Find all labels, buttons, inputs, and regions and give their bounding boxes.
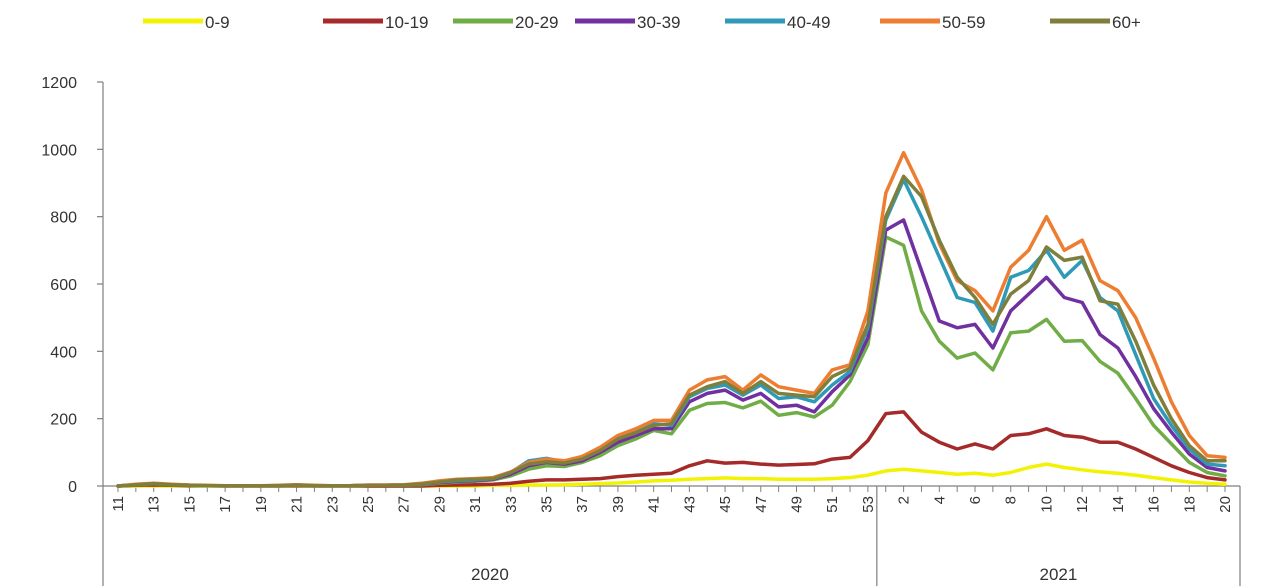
x-tick-label: 31 — [467, 496, 484, 513]
year-label-2021: 2021 — [1040, 565, 1078, 584]
series-line-20-29 — [116, 235, 1227, 488]
y-tick-label: 600 — [50, 277, 77, 294]
x-tick-label: 15 — [181, 496, 198, 513]
y-tick-label: 1200 — [41, 75, 77, 92]
x-tick-label: 37 — [574, 496, 591, 513]
legend-label-60+: 60+ — [1112, 13, 1141, 32]
legend-label-20-29: 20-29 — [515, 13, 558, 32]
x-tick-label: 6 — [967, 496, 984, 504]
x-tick-label: 25 — [360, 496, 377, 513]
x-tick-label: 21 — [289, 496, 306, 513]
legend-label-50-59: 50-59 — [942, 13, 985, 32]
x-tick-label: 51 — [824, 496, 841, 513]
x-tick-label: 11 — [110, 496, 127, 512]
series-line-0-9 — [116, 462, 1227, 488]
y-axis: 0 200 400 600 800 1000 1200 — [41, 75, 104, 496]
x-tick-label: 2 — [896, 496, 913, 504]
x-tick-label: 18 — [1181, 496, 1198, 513]
legend-label-10-19: 10-19 — [385, 13, 428, 32]
x-tick-label: 49 — [788, 496, 805, 513]
year-label-2020: 2020 — [471, 565, 509, 584]
y-tick-label: 400 — [50, 344, 77, 361]
series-line-60+ — [116, 174, 1227, 488]
y-tick-label: 1000 — [41, 142, 77, 159]
x-tick-label: 43 — [681, 496, 698, 513]
x-tick-label: 33 — [503, 496, 520, 513]
x-tick-label: 17 — [217, 496, 234, 513]
x-tick-label: 13 — [146, 496, 163, 513]
x-tick-label: 23 — [324, 496, 341, 513]
x-tick-label: 4 — [931, 496, 948, 504]
series-line-30-39 — [116, 218, 1227, 488]
x-tick-label: 20 — [1217, 496, 1234, 513]
legend-label-0-9: 0-9 — [205, 13, 230, 32]
x-tick-label: 14 — [1110, 496, 1127, 513]
x-tick-label: 19 — [253, 496, 270, 513]
legend-label-30-39: 30-39 — [637, 13, 680, 32]
x-tick-label: 29 — [431, 496, 448, 513]
x-tick-label: 35 — [539, 496, 556, 513]
x-tick-label: 53 — [860, 496, 877, 513]
x-axis: 11 13 15 17 19 21 23 25 27 29 31 33 35 37 39 41 43 45 47 49… — [102, 485, 1241, 586]
y-tick-label: 800 — [50, 210, 77, 227]
x-tick-label: 8 — [1003, 496, 1020, 504]
y-tick-label: 200 — [50, 412, 77, 429]
x-tick-label: 16 — [1146, 496, 1163, 513]
series-lines — [116, 150, 1227, 488]
x-tick-label: 10 — [1038, 496, 1055, 513]
legend-label-40-49: 40-49 — [787, 13, 830, 32]
chart-legend: 0-9 10-19 20-29 30-39 40-49 50-59 60+ — [143, 13, 1141, 32]
x-tick-label: 45 — [717, 496, 734, 513]
x-tick-label: 12 — [1074, 496, 1091, 513]
y-tick-label: 0 — [68, 479, 77, 496]
series-line-50-59 — [116, 150, 1227, 488]
x-tick-label: 39 — [610, 496, 627, 513]
x-tick-label: 47 — [753, 496, 770, 513]
x-tick-label: 27 — [396, 496, 413, 513]
x-tick-label: 41 — [646, 496, 663, 513]
